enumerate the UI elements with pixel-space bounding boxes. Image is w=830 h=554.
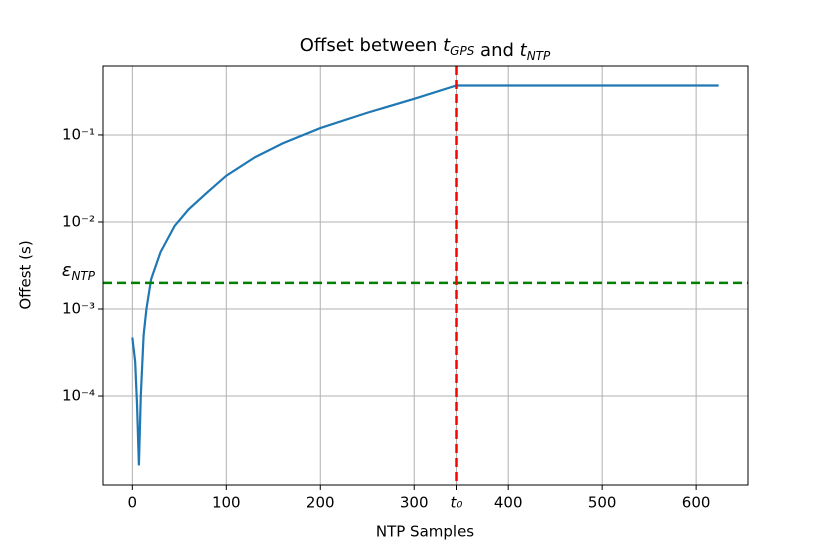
x-tick-label: 400 — [494, 494, 523, 512]
y-tick-label: 10⁻³ — [62, 300, 95, 318]
x-tick-label: t₀ — [451, 494, 463, 512]
threshold-label-sub: NTP — [71, 268, 95, 282]
x-tick-label: 0 — [128, 494, 138, 512]
plot-frame — [102, 65, 749, 486]
x-tick-label: 300 — [400, 494, 429, 512]
x-tick-label: 200 — [306, 494, 335, 512]
threshold-label-base: ε — [62, 260, 72, 281]
title-part: and — [474, 40, 519, 61]
y-tick-label: 10⁻² — [62, 212, 95, 230]
title-part: t — [520, 40, 528, 61]
y-tick-label: 10⁻⁴ — [62, 387, 95, 405]
title-part: Offset between — [300, 35, 443, 56]
x-tick-label: 100 — [212, 494, 241, 512]
title-part: t — [443, 35, 451, 56]
x-tick-label: 500 — [588, 494, 617, 512]
y-axis-label: Offest (s) — [17, 240, 35, 309]
data-line — [131, 84, 719, 466]
title-subscript: GPS — [450, 44, 475, 58]
title-subscript: NTP — [527, 49, 551, 63]
x-axis-label: NTP Samples — [376, 523, 474, 541]
y-tick-label: 10⁻¹ — [62, 125, 95, 143]
threshold-label: εNTP — [62, 260, 96, 283]
x-tick-label: 600 — [682, 494, 711, 512]
chart-title: Offset between tGPS and tNTP — [300, 35, 551, 63]
